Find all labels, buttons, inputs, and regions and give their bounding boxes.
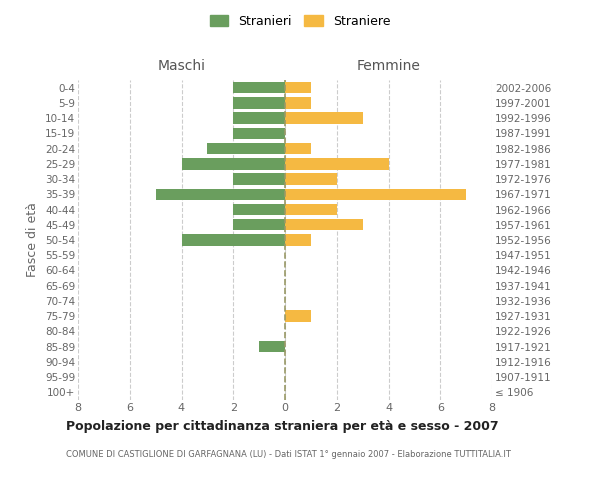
Bar	[233, 174, 285, 185]
Bar	[285, 158, 389, 170]
Bar	[182, 158, 285, 170]
Text: Popolazione per cittadinanza straniera per età e sesso - 2007: Popolazione per cittadinanza straniera p…	[66, 420, 499, 433]
Text: Femmine: Femmine	[356, 58, 421, 72]
Legend: Stranieri, Straniere: Stranieri, Straniere	[206, 11, 394, 32]
Bar	[285, 143, 311, 154]
Bar	[233, 128, 285, 139]
Bar	[182, 234, 285, 246]
Bar	[233, 204, 285, 215]
Bar	[208, 143, 285, 154]
Y-axis label: Fasce di età: Fasce di età	[26, 202, 40, 278]
Bar	[233, 219, 285, 230]
Bar	[233, 112, 285, 124]
Bar	[285, 112, 362, 124]
Bar	[285, 82, 311, 94]
Bar	[285, 234, 311, 246]
Bar	[285, 310, 311, 322]
Bar	[285, 204, 337, 215]
Bar	[233, 82, 285, 94]
Y-axis label: Anni di nascita: Anni di nascita	[597, 194, 600, 286]
Text: Maschi: Maschi	[157, 58, 205, 72]
Bar	[285, 174, 337, 185]
Bar	[285, 219, 362, 230]
Bar	[285, 188, 466, 200]
Bar	[285, 97, 311, 108]
Bar	[233, 97, 285, 108]
Bar	[155, 188, 285, 200]
Bar	[259, 341, 285, 352]
Text: COMUNE DI CASTIGLIONE DI GARFAGNANA (LU) - Dati ISTAT 1° gennaio 2007 - Elaboraz: COMUNE DI CASTIGLIONE DI GARFAGNANA (LU)…	[66, 450, 511, 459]
